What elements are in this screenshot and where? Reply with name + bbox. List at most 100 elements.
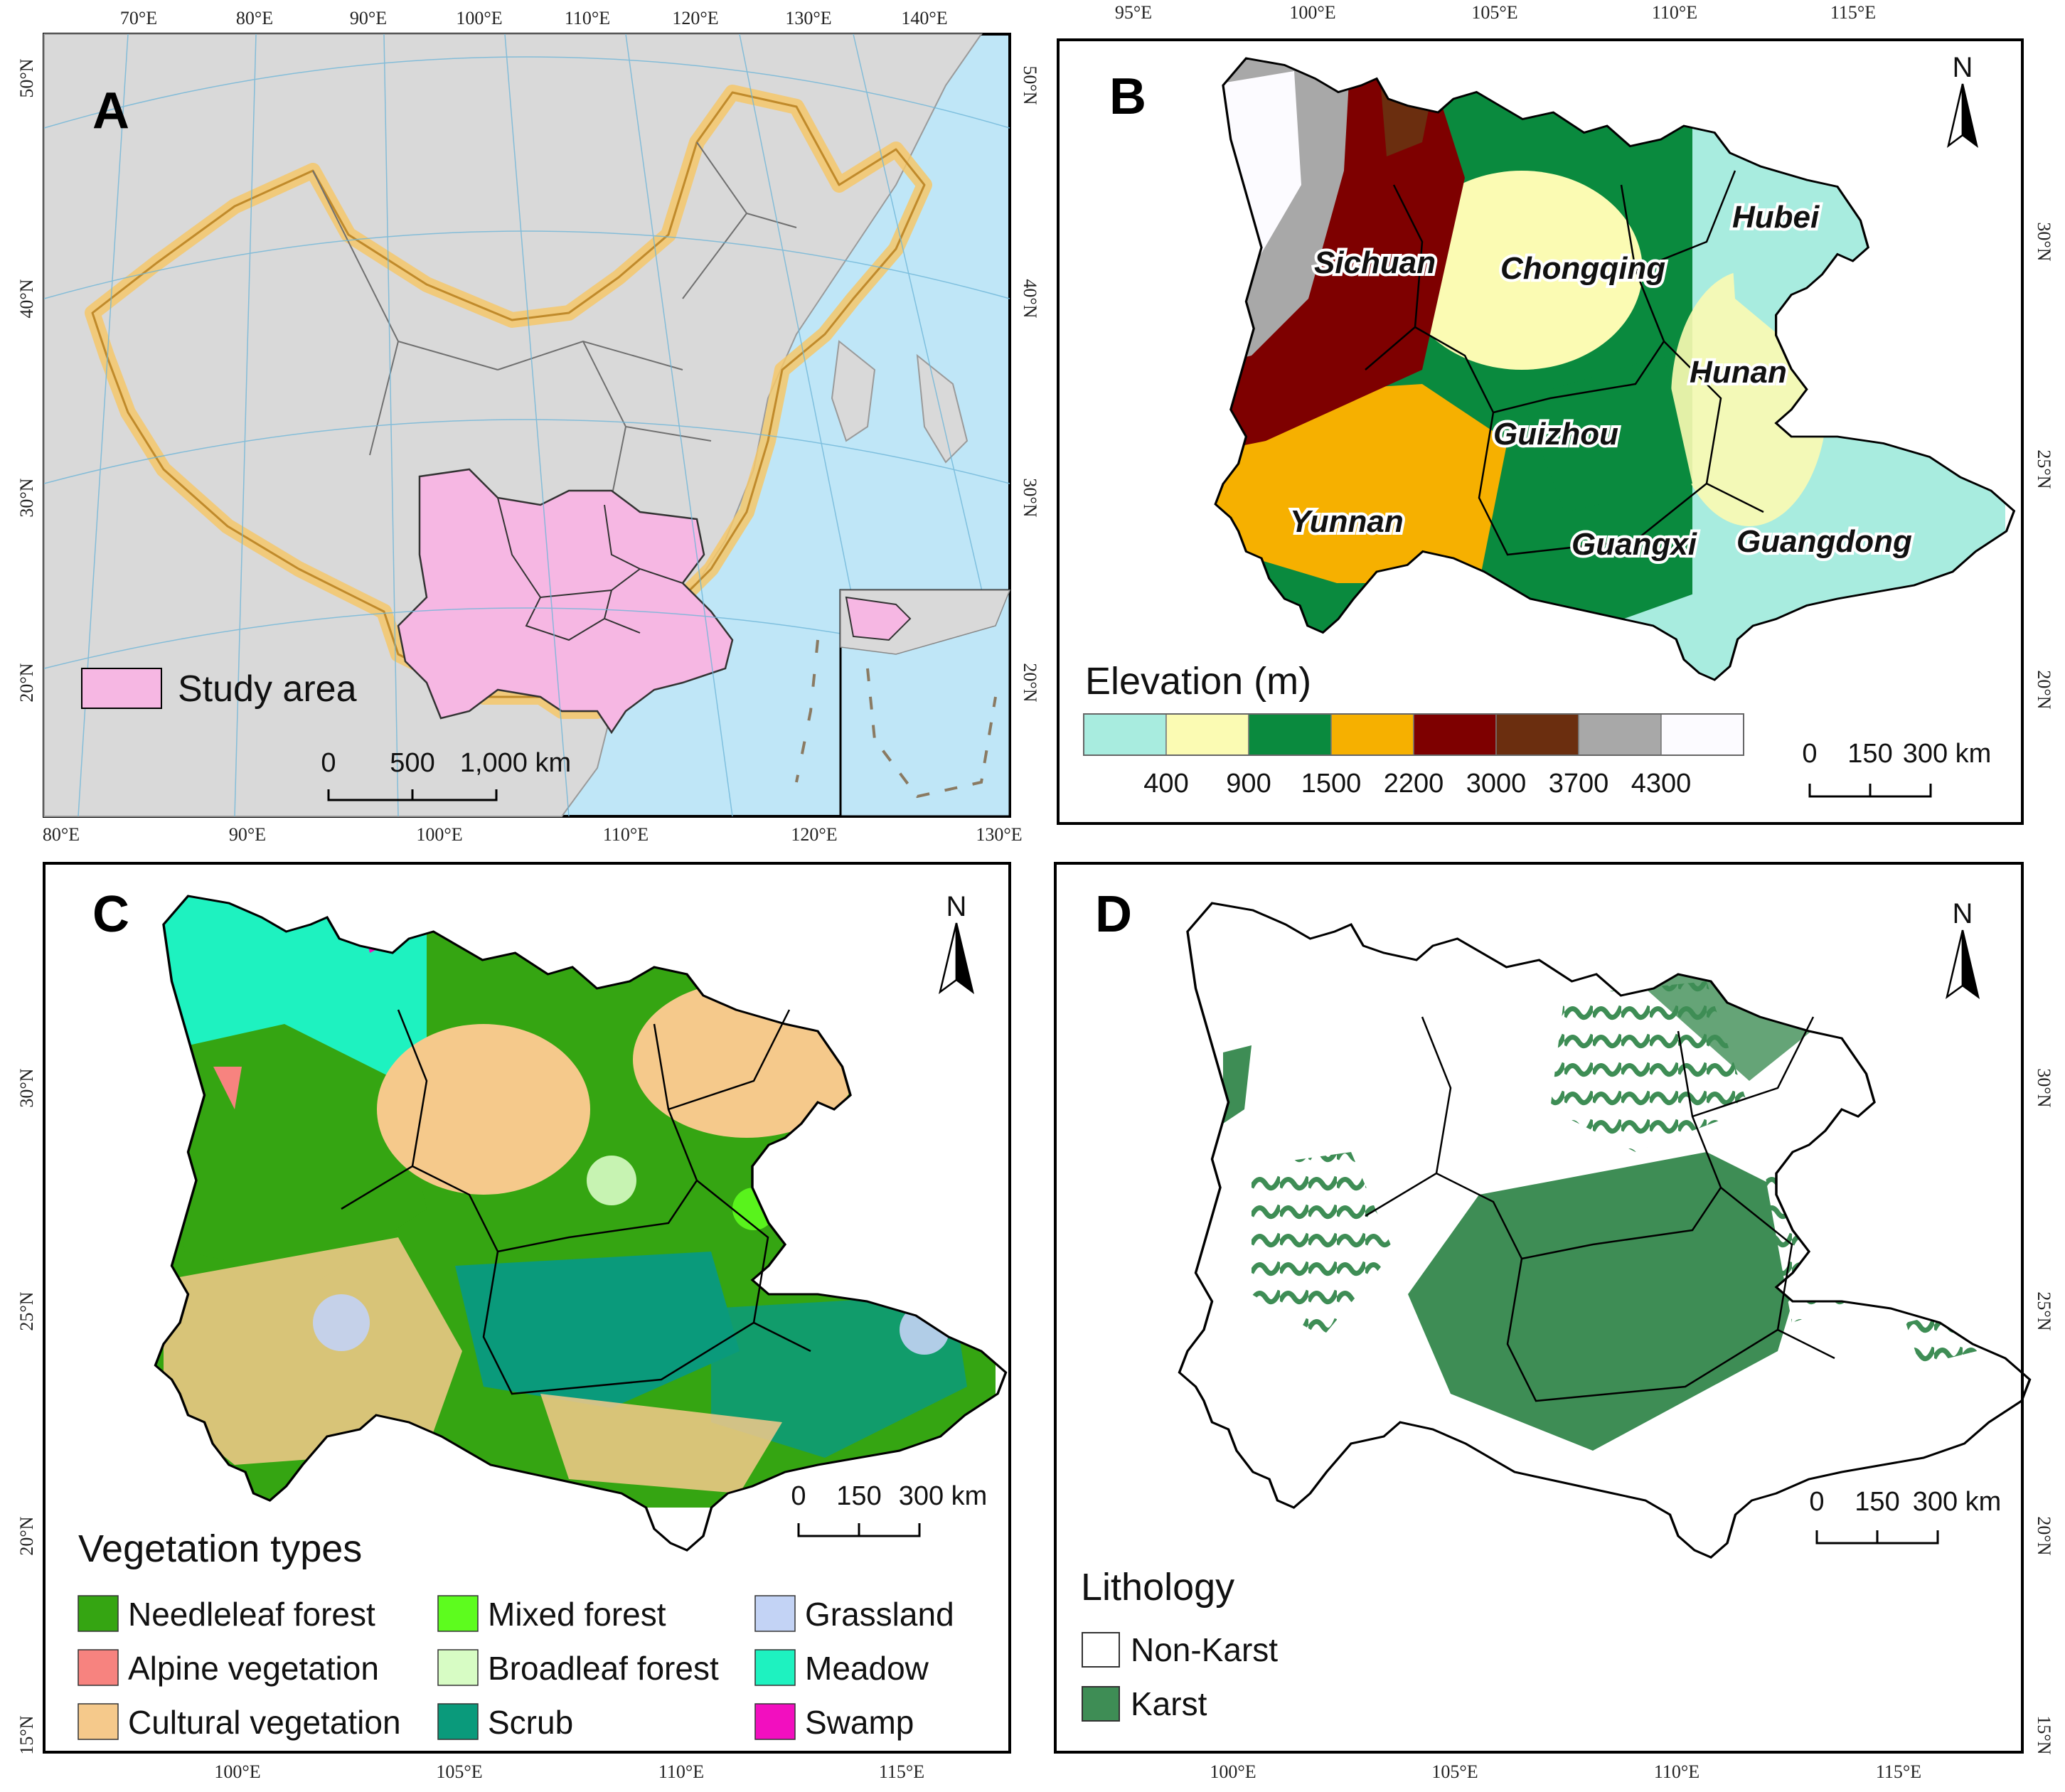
panel-b-scale-bar: 0 150 300 km: [1802, 739, 1992, 798]
panel-a: A Study area 0 500 1,000 km 70°E 80°E 90…: [16, 8, 1040, 845]
tick-a-bottom-80: 80°E: [43, 824, 80, 845]
elevation-break-900: 900: [1226, 769, 1271, 799]
elevation-break-400: 400: [1143, 769, 1188, 799]
tick-b-top-110: 110°E: [1652, 2, 1697, 23]
panel-a-right-ticks: 50°N 40°N 30°N 20°N: [1020, 65, 1040, 702]
vegetation-label-4: Broadleaf forest: [488, 1650, 719, 1687]
tick-a-right-50: 50°N: [1020, 65, 1040, 105]
elevation-swatch-1: [1165, 713, 1249, 756]
tick-a-left-50: 50°N: [16, 58, 37, 97]
tick-b-right-25: 25°N: [2034, 449, 2054, 489]
north-label-c: N: [946, 891, 967, 922]
tick-a-bottom-100: 100°E: [416, 824, 462, 845]
tick-a-left-40: 40°N: [16, 279, 37, 318]
elevation-break-3000: 3000: [1466, 769, 1527, 799]
province-sichuan: Sichuan: [1314, 245, 1436, 280]
elevation-swatch-6: [1578, 713, 1662, 756]
tick-d-bottom-100: 100°E: [1210, 1761, 1256, 1782]
tick-d-right-30: 30°N: [2034, 1068, 2054, 1107]
scale-a-0: 0: [321, 748, 336, 778]
scale-b-0: 0: [1802, 739, 1817, 769]
scale-c-150: 150: [836, 1481, 881, 1511]
panel-c: C N 0 150 300 km Vegetation types Needle…: [16, 862, 1011, 1782]
study-area-swatch: [81, 668, 162, 709]
panel-b: B Sichuan Chongqing Hubei Hunan Guizhou …: [1057, 2, 2054, 825]
elevation-break-2200: 2200: [1384, 769, 1444, 799]
panel-b-top-ticks: 95°E 100°E 105°E 110°E 115°E: [1115, 2, 1876, 23]
tick-c-left-20: 20°N: [16, 1516, 37, 1555]
vegetation-swatch-6: [754, 1595, 796, 1632]
scale-b-300: 300 km: [1903, 739, 1992, 769]
tick-a-bottom-120: 120°E: [791, 824, 837, 845]
tick-a-top-110: 110°E: [565, 8, 610, 28]
tick-b-top-105: 105°E: [1471, 2, 1517, 23]
north-label-d: N: [1953, 898, 1973, 929]
province-guangxi: Guangxi: [1572, 527, 1697, 562]
vegetation-swatch-5: [437, 1703, 479, 1740]
panel-c-province-lines: [341, 1009, 811, 1395]
vegetation-label-8: Swamp: [805, 1704, 914, 1741]
study-area: [397, 468, 734, 735]
vegetation-legend-title: Vegetation types: [78, 1527, 362, 1570]
panel-c-bottom-ticks: 100°E 105°E 110°E 115°E: [214, 1761, 924, 1782]
tick-a-top-70: 70°E: [120, 8, 157, 28]
lithology-label-1: Karst: [1131, 1685, 1207, 1722]
tick-a-right-30: 30°N: [1020, 478, 1040, 517]
elevation-swatch-3: [1330, 713, 1414, 756]
scale-a-500: 500: [390, 748, 434, 778]
tick-a-left-30: 30°N: [16, 478, 37, 517]
province-lines: [312, 142, 797, 498]
elevation-bar-frame: [1083, 713, 1744, 756]
tick-c-bottom-115: 115°E: [879, 1761, 924, 1782]
nine-dash-line: [866, 668, 997, 799]
lithology-swatch-1: [1082, 1686, 1120, 1722]
tick-a-top-130: 130°E: [785, 8, 831, 28]
china-border-line: [91, 91, 926, 713]
tick-b-right-30: 30°N: [2034, 222, 2054, 261]
province-hubei: Hubei: [1732, 200, 1820, 235]
taiwan-hainan-dashes: [795, 639, 819, 783]
elevation-swatch-5: [1495, 713, 1579, 756]
tick-c-left-25: 25°N: [16, 1291, 37, 1330]
panel-a-korea-japan: [831, 340, 969, 464]
vegetation-label-7: Meadow: [805, 1650, 929, 1687]
tick-d-right-20: 20°N: [2034, 1516, 2054, 1555]
vegetation-swatch-1: [78, 1649, 119, 1686]
panel-d: D N 0 150 300 km Lithology Non-Karst Kars…: [1054, 862, 2054, 1782]
vegetation-label-3: Mixed forest: [488, 1596, 666, 1633]
north-arrow-icon: N: [1946, 898, 1980, 999]
tick-a-right-20: 20°N: [1020, 663, 1040, 702]
province-guizhou: Guizhou: [1493, 417, 1618, 452]
vegetation-label-2: Cultural vegetation: [128, 1704, 401, 1741]
tick-d-bottom-110: 110°E: [1654, 1761, 1700, 1782]
scale-a-1000: 1,000 km: [460, 748, 571, 778]
panel-d-right-ticks: 30°N 25°N 20°N 15°N: [2034, 1068, 2054, 1754]
elevation-color-bar: [1083, 713, 1744, 756]
tick-d-right-15: 15°N: [2034, 1715, 2054, 1754]
vegetation-label-0: Needleleaf forest: [128, 1596, 375, 1633]
tick-b-top-115: 115°E: [1830, 2, 1876, 23]
tick-b-top-100: 100°E: [1289, 2, 1335, 23]
panel-b-letter: B: [1109, 68, 1146, 125]
vegetation-swatch-7: [754, 1649, 796, 1686]
tick-a-bottom-110: 110°E: [603, 824, 649, 845]
lithology-label-0: Non-Karst: [1131, 1631, 1278, 1668]
elevation-break-labels: 400 900 1500 2200 3000 3700 4300: [1143, 769, 1691, 799]
lithology-legend-title: Lithology: [1081, 1566, 1234, 1609]
elevation-swatch-7: [1660, 713, 1744, 756]
panel-b-province-lines: [1365, 170, 1764, 556]
tick-d-bottom-105: 105°E: [1431, 1761, 1478, 1782]
elevation-break-4300: 4300: [1631, 769, 1692, 799]
vegetation-label-6: Grassland: [805, 1596, 954, 1633]
tick-a-bottom-130: 130°E: [976, 824, 1022, 845]
north-arrow-icon: N: [1947, 52, 1978, 149]
tick-a-right-40: 40°N: [1020, 279, 1040, 318]
scale-d-150: 150: [1855, 1487, 1899, 1517]
province-yunnan: Yunnan: [1290, 504, 1404, 539]
vegetation-swatch-4: [437, 1649, 479, 1686]
panel-b-right-ticks: 30°N 25°N 20°N: [2034, 222, 2054, 709]
lithology-swatch-0: [1082, 1632, 1120, 1668]
tick-b-right-20: 20°N: [2034, 670, 2054, 709]
panel-c-scale-bar: 0 150 300 km: [791, 1481, 987, 1537]
panel-a-letter: A: [92, 82, 129, 139]
